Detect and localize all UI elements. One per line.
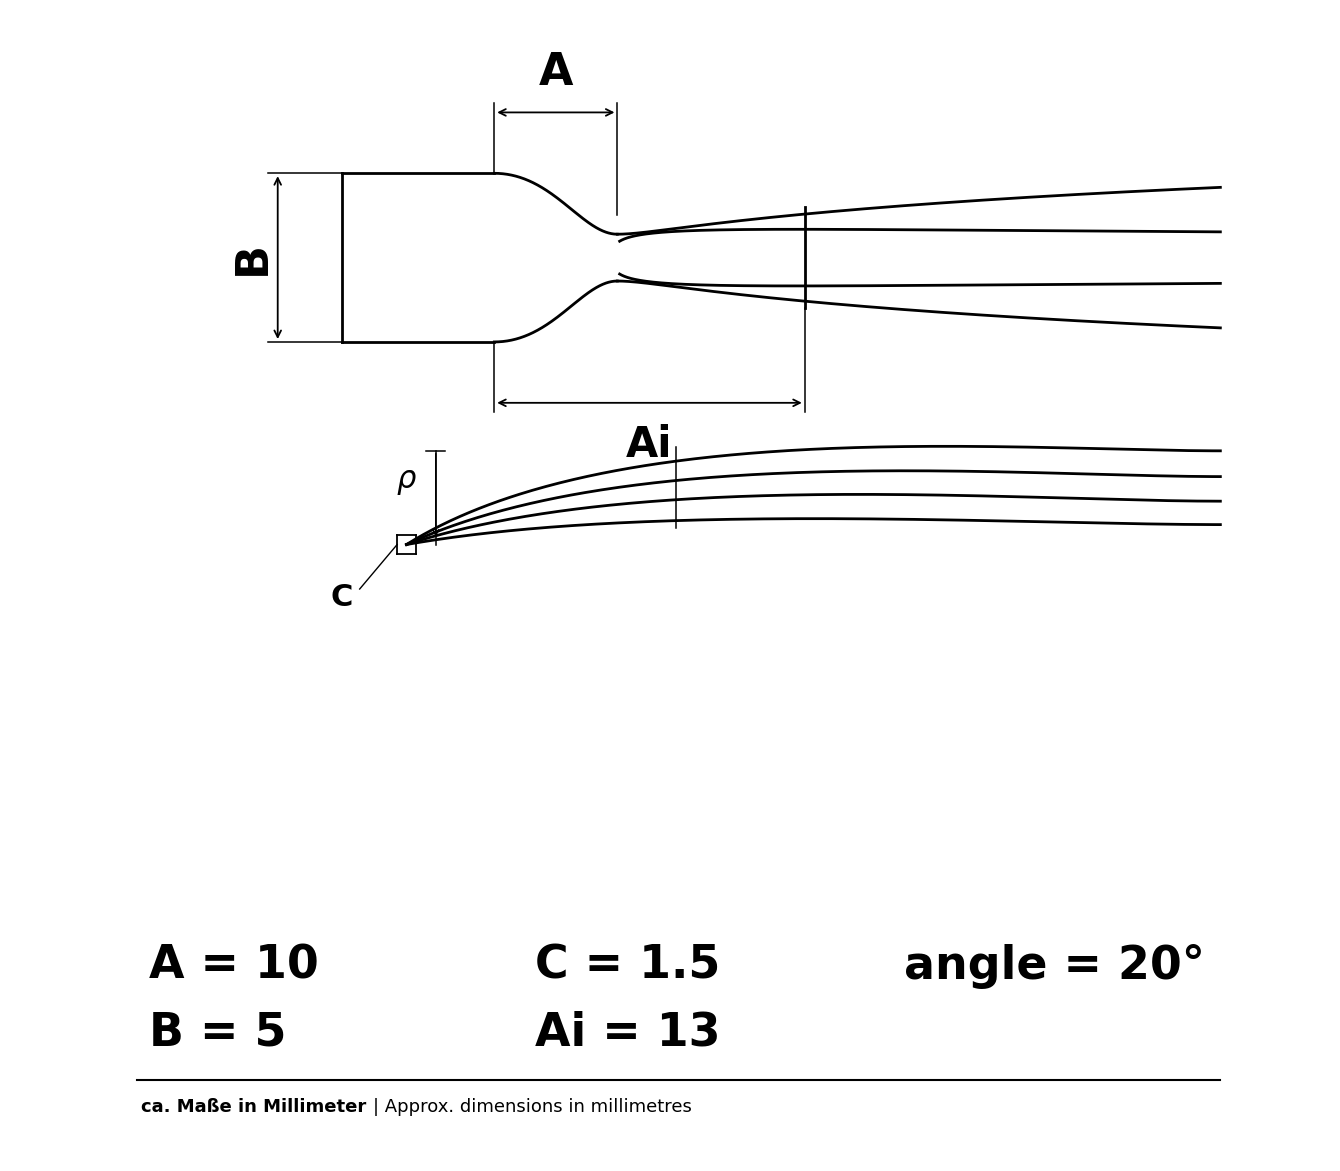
Text: ca. Maße in Millimeter: ca. Maße in Millimeter xyxy=(141,1097,366,1116)
Text: B = 5: B = 5 xyxy=(149,1011,287,1055)
Text: Ai = 13: Ai = 13 xyxy=(536,1011,721,1055)
Text: Ai: Ai xyxy=(626,424,673,466)
Text: angle = 20°: angle = 20° xyxy=(905,944,1205,988)
Text: A: A xyxy=(539,50,574,94)
Text: B: B xyxy=(230,240,273,275)
Text: C = 1.5: C = 1.5 xyxy=(536,944,721,988)
Text: C: C xyxy=(331,583,354,611)
Text: | Approx. dimensions in millimetres: | Approx. dimensions in millimetres xyxy=(373,1097,691,1116)
Text: A = 10: A = 10 xyxy=(149,944,319,988)
Text: ρ: ρ xyxy=(397,466,417,494)
